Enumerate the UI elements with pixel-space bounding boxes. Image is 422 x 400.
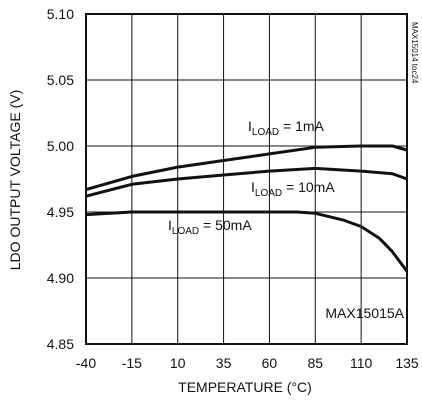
- series-line-50ma: [85, 210, 409, 273]
- plot-frame: [85, 13, 408, 345]
- series-label-10ma: ILOAD = 10mA: [251, 179, 335, 199]
- x-tick-label: 60: [262, 355, 278, 371]
- y-tick-label: 4.85: [47, 336, 74, 352]
- series-label-50ma: ILOAD = 50mA: [168, 217, 252, 237]
- x-tick-label: 85: [307, 355, 323, 371]
- series-line-1ma: [85, 144, 408, 192]
- x-tick-label: 35: [216, 355, 232, 371]
- y-tick-label: 4.95: [47, 204, 74, 220]
- y-tick-label: 5.05: [47, 72, 74, 88]
- series-group: [85, 144, 409, 273]
- x-tick-label: 10: [170, 355, 186, 371]
- series-line-10ma: [85, 166, 408, 198]
- x-tick-label: 135: [395, 355, 419, 371]
- y-axis-label: LDO OUTPUT VOLTAGE (V): [7, 90, 23, 270]
- x-tick-label: -15: [122, 355, 142, 371]
- x-axis-label: TEMPERATURE (°C): [178, 379, 312, 395]
- grid: [86, 14, 407, 344]
- y-tick-label: 4.90: [47, 270, 74, 286]
- y-tick-label: 5.10: [47, 6, 74, 22]
- corner-label: MAX15015A: [325, 305, 404, 321]
- side-label: MAX15014 toc24: [410, 22, 419, 84]
- series-label-1ma: ILOAD = 1mA: [248, 118, 325, 138]
- y-tick-label: 5.00: [47, 138, 74, 154]
- x-tick-label: -40: [76, 355, 96, 371]
- x-tick-label: 110: [350, 355, 373, 371]
- tick-labels: -40 -15 10 35 60 85 110 135 4.85 4.90 4.95 5.00 5.05…: [47, 6, 419, 371]
